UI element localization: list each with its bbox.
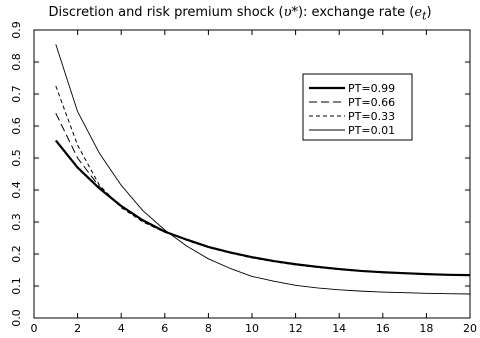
x-tick-label: 2 — [74, 322, 81, 335]
y-tick-label: 0.7 — [10, 85, 23, 103]
legend-label: PT=0.66 — [348, 96, 395, 109]
y-tick-label: 0.6 — [10, 117, 23, 135]
y-tick-label: 0.2 — [10, 245, 23, 263]
y-tick-label: 0.3 — [10, 213, 23, 231]
title-part: ) — [426, 5, 432, 20]
x-tick-label: 10 — [245, 322, 259, 335]
legend-box — [302, 73, 413, 141]
x-tick-label: 6 — [161, 322, 168, 335]
legend-label: PT=0.99 — [348, 82, 395, 95]
title-part: υ* — [283, 5, 298, 20]
series-layer — [54, 44, 471, 295]
series-line — [54, 139, 471, 277]
title-part: t — [422, 9, 427, 23]
legend-label: PT=0.01 — [348, 124, 395, 137]
y-tick-label: 0.1 — [10, 277, 23, 295]
x-tick-label: 18 — [419, 322, 433, 335]
x-tick-label: 16 — [376, 322, 390, 335]
x-tick-label: 8 — [205, 322, 212, 335]
y-tick-label: 0.8 — [10, 53, 23, 71]
y-tick-label: 0.4 — [10, 181, 23, 199]
plot-frame — [33, 29, 471, 319]
chart-title: Discretion and risk premium shock (υ*): … — [0, 5, 480, 23]
y-tick-label: 0.9 — [10, 21, 23, 39]
x-tick-label: 0 — [31, 322, 38, 335]
axes: 0 2 4 6 8 10 12 14 16 18 20 0.0 0.1 0.2 0.3 0.4 0.5 0.6 0.… — [10, 21, 477, 335]
series-line — [55, 112, 471, 276]
x-tick-label: 20 — [463, 322, 477, 335]
series-line — [55, 44, 471, 295]
title-part: e — [414, 5, 423, 20]
title-part: Discretion and risk premium shock ( — [48, 5, 284, 20]
x-tick-label: 12 — [289, 322, 303, 335]
legend-label: PT=0.33 — [348, 110, 395, 123]
y-tick-label: 0.0 — [10, 309, 23, 327]
y-tick-label: 0.5 — [10, 149, 23, 167]
x-tick-label: 4 — [118, 322, 125, 335]
title-part: ): exchange rate ( — [297, 5, 415, 20]
x-tick-label: 14 — [332, 322, 346, 335]
